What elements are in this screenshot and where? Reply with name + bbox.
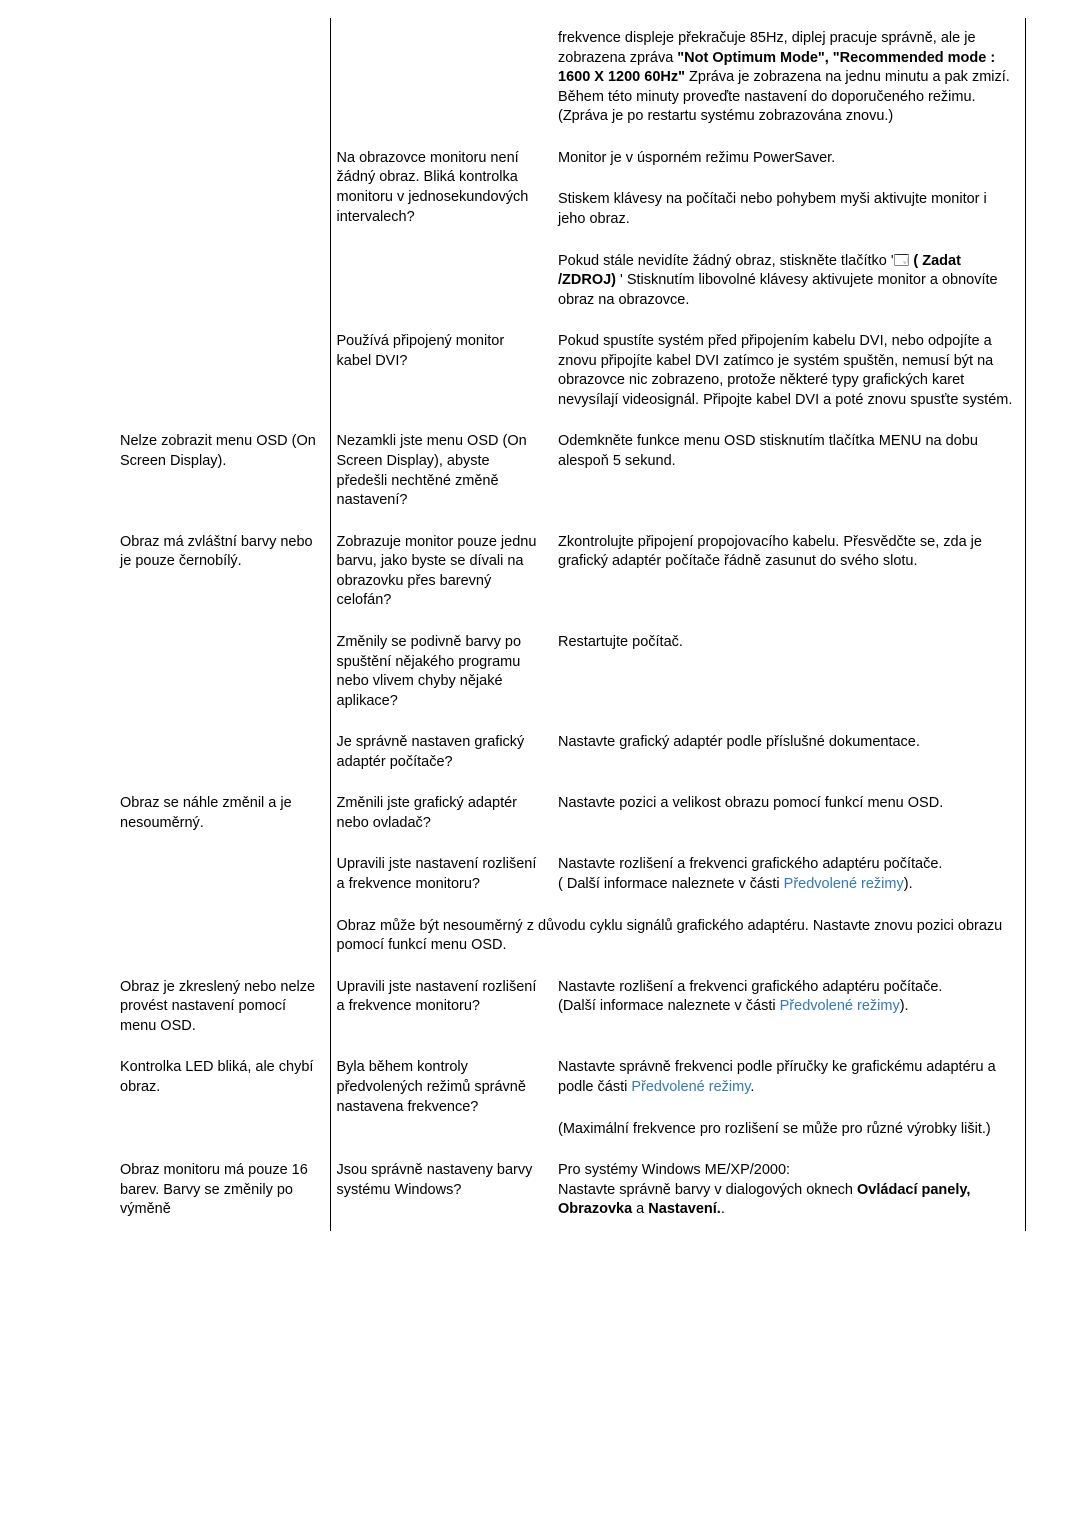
- solution-cell: Nastavte grafický adaptér podle příslušn…: [552, 722, 1026, 783]
- question-cell: Upravili jste nastavení rozlišení a frek…: [330, 967, 552, 1048]
- link[interactable]: Předvolené režimy: [780, 998, 900, 1014]
- problem-cell: Obraz monitoru má pouze 16 barev. Barvy …: [120, 1150, 330, 1231]
- question-cell: Je správně nastaven grafický adaptér poč…: [330, 722, 552, 783]
- solution-cell: Nastavte rozlišení a frekvenci grafickéh…: [552, 967, 1026, 1048]
- table-row: Na obrazovce monitoru není žádný obraz. …: [120, 138, 1026, 180]
- table-row: Obraz monitoru má pouze 16 barev. Barvy …: [120, 1150, 1026, 1231]
- table-row: Obraz se náhle změnil a je nesouměrný.Zm…: [120, 783, 1026, 844]
- problem-cell: Kontrolka LED bliká, ale chybí obraz.: [120, 1047, 330, 1150]
- question-cell: [330, 18, 552, 138]
- troubleshoot-table: frekvence displeje překračuje 85Hz, dipl…: [120, 18, 1026, 1231]
- question-cell: Na obrazovce monitoru není žádný obraz. …: [330, 138, 552, 321]
- question-cell: Jsou správně nastaveny barvy systému Win…: [330, 1150, 552, 1231]
- problem-cell: Obraz je zkreslený nebo nelze provést na…: [120, 967, 330, 1048]
- solution-cell: Restartujte počítač.: [552, 622, 1026, 722]
- solution-cell: frekvence displeje překračuje 85Hz, dipl…: [552, 18, 1026, 138]
- solution-cell: Stiskem klávesy na počítači nebo pohybem…: [552, 179, 1026, 240]
- table-row: Používá připojený monitor kabel DVI?Poku…: [120, 321, 1026, 421]
- note-cell: Obraz může být nesouměrný z důvodu cyklu…: [330, 906, 1026, 967]
- table-row: Obraz je zkreslený nebo nelze provést na…: [120, 967, 1026, 1048]
- solution-cell: Odemkněte funkce menu OSD stisknutím tla…: [552, 421, 1026, 521]
- solution-cell: Pokud spustíte systém před připojením ka…: [552, 321, 1026, 421]
- table-row: Nelze zobrazit menu OSD (On Screen Displ…: [120, 421, 1026, 521]
- solution-cell: Zkontrolujte připojení propojovacího kab…: [552, 522, 1026, 622]
- solution-cell: Pro systémy Windows ME/XP/2000:Nastavte …: [552, 1150, 1026, 1231]
- problem-cell: Obraz má zvláštní barvy nebo je pouze če…: [120, 522, 330, 784]
- table-row: Kontrolka LED bliká, ale chybí obraz.Byl…: [120, 1047, 1026, 1108]
- solution-cell: Nastavte rozlišení a frekvenci grafickéh…: [552, 844, 1026, 905]
- problem-cell: Nelze zobrazit menu OSD (On Screen Displ…: [120, 421, 330, 521]
- question-cell: Změnily se podivně barvy po spuštění něj…: [330, 622, 552, 722]
- question-cell: Upravili jste nastavení rozlišení a frek…: [330, 844, 552, 905]
- link[interactable]: Předvolené režimy: [631, 1079, 750, 1095]
- question-cell: Nezamkli jste menu OSD (On Screen Displa…: [330, 421, 552, 521]
- problem-cell: [120, 321, 330, 421]
- problem-cell: [120, 138, 330, 180]
- question-cell: Byla během kontroly předvolených režimů …: [330, 1047, 552, 1150]
- table-row: frekvence displeje překračuje 85Hz, dipl…: [120, 18, 1026, 138]
- table-row: Stiskem klávesy na počítači nebo pohybem…: [120, 179, 1026, 240]
- question-cell: Zobrazuje monitor pouze jednu barvu, jak…: [330, 522, 552, 622]
- question-cell: Používá připojený monitor kabel DVI?: [330, 321, 552, 421]
- solution-cell: Nastavte správně frekvenci podle příručk…: [552, 1047, 1026, 1108]
- table-row: Pokud stále nevidíte žádný obraz, stiskn…: [120, 241, 1026, 322]
- question-cell: Změnili jste grafický adaptér nebo ovlad…: [330, 783, 552, 844]
- solution-cell: Pokud stále nevidíte žádný obraz, stiskn…: [552, 241, 1026, 322]
- table-row: Obraz má zvláštní barvy nebo je pouze če…: [120, 522, 1026, 622]
- problem-cell: [120, 241, 330, 322]
- solution-cell: Monitor je v úsporném režimu PowerSaver.: [552, 138, 1026, 180]
- solution-cell: (Maximální frekvence pro rozlišení se mů…: [552, 1109, 1026, 1151]
- problem-cell: [120, 179, 330, 240]
- problem-cell: Obraz se náhle změnil a je nesouměrný.: [120, 783, 330, 966]
- link[interactable]: Předvolené režimy: [784, 876, 904, 892]
- problem-cell: [120, 18, 330, 138]
- solution-cell: Nastavte pozici a velikost obrazu pomocí…: [552, 783, 1026, 844]
